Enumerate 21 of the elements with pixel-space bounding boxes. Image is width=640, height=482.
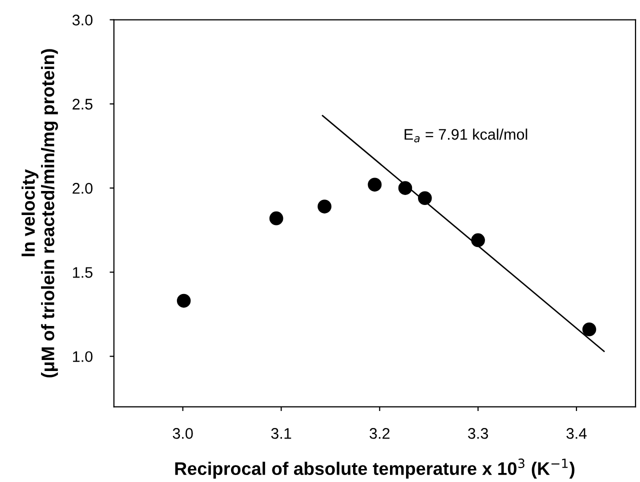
point xyxy=(269,211,284,226)
point xyxy=(582,322,596,336)
y-axis-title: ln velocity (μM of triolein reacted/min/mg protein) xyxy=(22,49,58,378)
y-tick-label: 1.0 xyxy=(73,351,92,362)
y-tick-label: 2.0 xyxy=(72,182,92,194)
x-tick-label: 3.1 xyxy=(271,428,292,439)
point xyxy=(368,178,382,192)
annotation: E$_{a}$ = 7.91 kcal/mol xyxy=(404,128,528,142)
y-tick-label: 3.0 xyxy=(72,14,92,26)
point xyxy=(318,200,332,214)
point xyxy=(176,294,191,308)
point xyxy=(398,181,412,195)
x-tick-label: 3.4 xyxy=(566,428,587,439)
x-axis-title: Reciprocal of absolute temperature x 10$^{3}$ (K$^{−1}$) xyxy=(175,458,574,479)
y-tick-label: 2.5 xyxy=(72,98,92,110)
x-tick-label: 3.2 xyxy=(370,428,390,439)
point xyxy=(471,233,485,248)
x-tick-label: 3.0 xyxy=(172,428,193,439)
y-tick-label: 1.5 xyxy=(73,267,92,278)
x-tick-label: 3.3 xyxy=(468,428,488,439)
point xyxy=(418,191,432,206)
